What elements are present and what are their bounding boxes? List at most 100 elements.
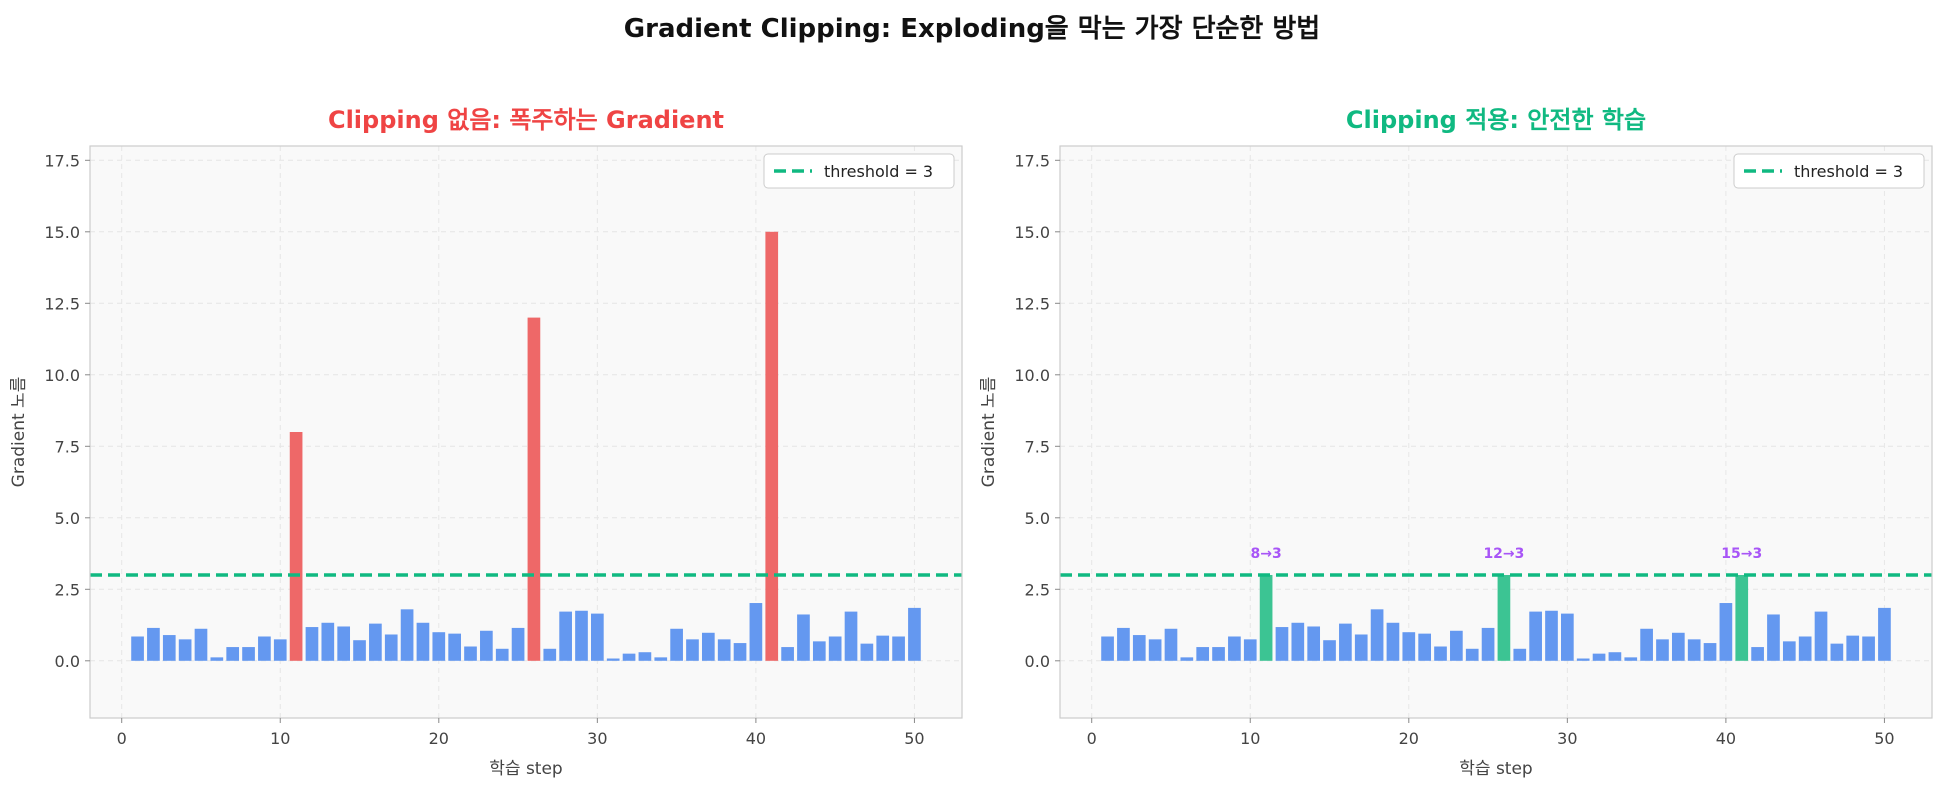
bar-step-25 [1481, 627, 1495, 661]
x-tick-label: 10 [270, 729, 290, 748]
bar-step-28 [1529, 611, 1542, 661]
bar-step-18 [1370, 609, 1384, 661]
bar-step-11 [289, 432, 303, 661]
bar-step-9 [258, 636, 271, 661]
bar-step-6 [210, 657, 224, 661]
bar-step-32 [622, 653, 636, 661]
y-tick-label: 12.5 [1014, 294, 1050, 313]
bar-step-35 [670, 628, 683, 661]
bar-step-10 [1243, 639, 1257, 661]
bar-step-40 [749, 603, 763, 661]
bar-step-12 [1275, 627, 1289, 661]
bar-step-3 [1132, 635, 1146, 661]
bar-step-38 [717, 639, 731, 661]
bar-step-50 [908, 607, 921, 661]
bar-step-36 [1656, 639, 1669, 661]
bar-step-24 [495, 648, 509, 661]
bar-step-34 [1624, 657, 1638, 661]
bar-step-8 [1212, 647, 1225, 661]
bar-step-2 [147, 627, 160, 661]
bar-step-9 [1228, 636, 1241, 661]
bar-step-27 [543, 648, 557, 661]
bar-step-39 [1703, 643, 1717, 661]
bar-step-16 [369, 623, 382, 661]
clip-annotation: 15→3 [1721, 546, 1762, 562]
bar-step-7 [1196, 647, 1210, 661]
y-tick-label: 0.0 [55, 652, 80, 671]
y-tick-label: 10.0 [44, 366, 80, 385]
bar-step-45 [828, 636, 842, 661]
y-tick-label: 7.5 [55, 437, 80, 456]
legend: threshold = 3 [1733, 153, 1925, 189]
bar-step-14 [337, 626, 351, 661]
bar-step-14 [1307, 626, 1321, 661]
plot-area [90, 146, 962, 718]
x-tick-label: 40 [1716, 729, 1736, 748]
bar-step-50 [1878, 607, 1891, 661]
bar-step-48 [876, 635, 890, 661]
bar-step-12 [305, 627, 319, 661]
x-tick-label: 50 [1874, 729, 1894, 748]
bar-step-1 [131, 636, 144, 661]
bar-step-41 [765, 231, 779, 661]
bar-step-46 [844, 611, 858, 661]
y-tick-label: 2.5 [55, 580, 80, 599]
bar-step-42 [1751, 647, 1764, 661]
y-axis-label: Gradient 노름 [979, 377, 999, 488]
bar-step-20 [1402, 632, 1416, 661]
plot-frame [89, 145, 963, 719]
bar-step-27 [1513, 648, 1527, 661]
panel-title: Clipping 적용: 안전한 학습 [1346, 106, 1646, 134]
panel-title: Clipping 없음: 폭주하는 Gradient [328, 106, 724, 134]
y-tick-label: 2.5 [1025, 580, 1050, 599]
bar-step-15 [1323, 640, 1336, 661]
bar-step-21 [448, 633, 461, 661]
bar-step-49 [1862, 636, 1875, 661]
bar-step-43 [1767, 614, 1780, 661]
bar-step-22 [464, 646, 477, 661]
bar-step-17 [1354, 634, 1368, 661]
y-tick-label: 7.5 [1025, 437, 1050, 456]
chart-panel-2: 8→3 12→3 15→3 0 10 20 30 40 50 0.0 2.5 5.0 7.5 10.0 12… [979, 106, 1933, 779]
y-tick-label: 15.0 [1014, 223, 1050, 242]
figure-title: Gradient Clipping: Exploding을 막는 가장 단순한 … [624, 14, 1320, 44]
bar-step-17 [384, 634, 398, 661]
bar-step-39 [733, 643, 747, 661]
bar-step-43 [797, 614, 810, 661]
bar-step-35 [1640, 628, 1653, 661]
y-tick-label: 17.5 [1014, 151, 1050, 170]
chart-panel-1: 0 10 20 30 40 50 0.0 2.5 5.0 7.5 10.0 12.5 15.0 17.5 C… [9, 106, 963, 779]
bar-step-13 [321, 622, 335, 661]
bar-step-22 [1434, 646, 1447, 661]
x-tick-label: 50 [904, 729, 924, 748]
bar-step-44 [1782, 641, 1796, 661]
bar-step-20 [432, 632, 446, 661]
x-tick-label: 30 [1557, 729, 1577, 748]
bar-step-46 [1814, 611, 1828, 661]
bar-step-19 [1386, 622, 1400, 661]
bar-step-37 [701, 632, 715, 661]
x-axis-label: 학습 step [1459, 759, 1532, 779]
x-tick-label: 20 [1399, 729, 1419, 748]
clip-annotation: 8→3 [1250, 546, 1281, 562]
bar-step-6 [1180, 657, 1194, 661]
x-tick-label: 0 [1087, 729, 1097, 748]
plot-area [1060, 146, 1932, 718]
bar-step-24 [1465, 648, 1479, 661]
bar-step-19 [416, 622, 430, 661]
bar-step-47 [860, 643, 874, 661]
bar-step-10 [273, 639, 287, 661]
bar-step-32 [1592, 653, 1606, 661]
bar-step-40 [1719, 603, 1733, 661]
bar-step-42 [781, 647, 794, 661]
bar-step-29 [1545, 610, 1558, 661]
bar-step-26 [1497, 575, 1511, 661]
bar-step-34 [654, 657, 668, 661]
bar-step-38 [1687, 639, 1701, 661]
bar-step-11 [1259, 575, 1273, 661]
y-tick-label: 10.0 [1014, 366, 1050, 385]
bar-step-26 [527, 317, 541, 661]
y-tick-label: 12.5 [44, 294, 80, 313]
